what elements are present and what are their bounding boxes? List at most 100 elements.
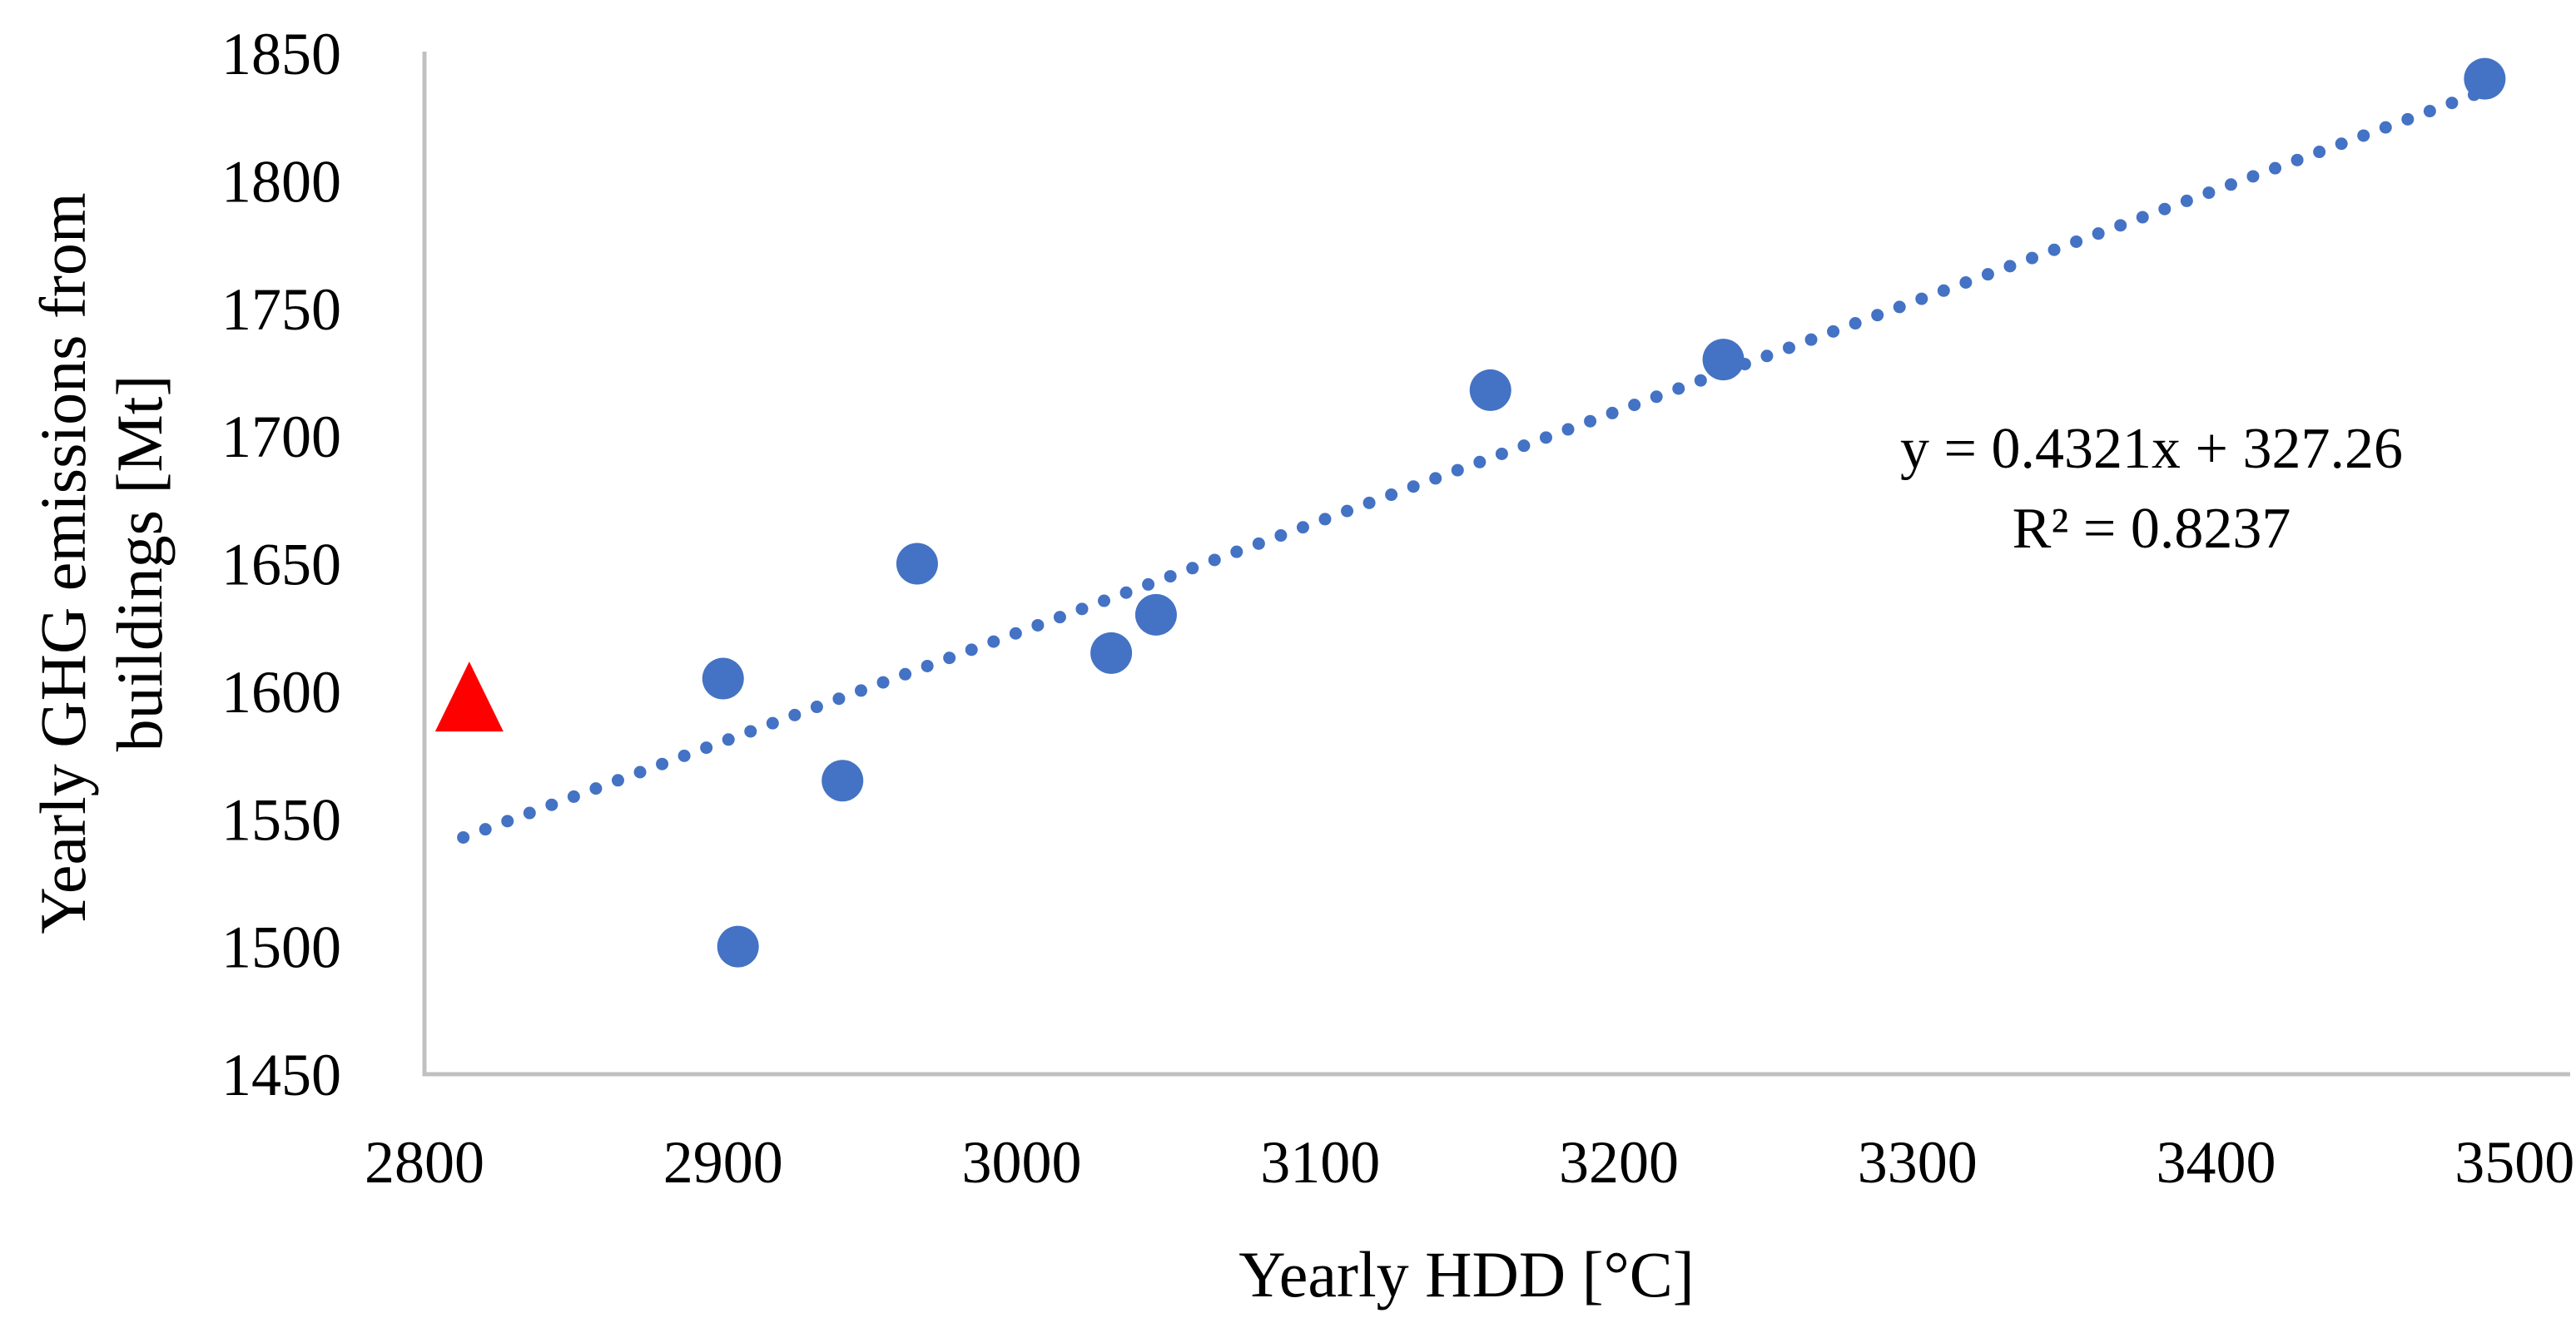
x-tick-label: 3100 (1260, 1129, 1380, 1196)
trendline-dot (2026, 251, 2039, 265)
trendline-dot (2114, 219, 2127, 232)
x-tick-label: 3000 (962, 1129, 1082, 1196)
trendline-dot (1473, 455, 1487, 468)
trendline-dot (2180, 194, 2193, 207)
trendline-dot (1672, 382, 1685, 395)
trendline-dot (1385, 488, 1398, 502)
y-axis-title-line-1: Yearly GHG emissions from (27, 192, 99, 934)
trendline-dot (722, 733, 735, 746)
x-tick-label: 2900 (663, 1129, 783, 1196)
trendline-dot (2070, 235, 2083, 248)
trendline-dot (1075, 602, 1089, 616)
trendline-dot (2379, 121, 2392, 134)
data-point (717, 925, 759, 968)
trendline-dot (1098, 594, 1111, 607)
trendline-dot (854, 684, 867, 697)
trendline-dot (1009, 627, 1022, 640)
trendline-dot (744, 725, 757, 738)
trendline-dot (1584, 414, 1597, 428)
trendline-dot (611, 774, 624, 787)
y-tick-label: 1500 (221, 914, 341, 981)
trendline-dot (700, 741, 713, 755)
x-tick-label: 2800 (365, 1129, 484, 1196)
trendline-dot (1606, 406, 1619, 419)
trendline-dot (810, 701, 823, 714)
trendline-dot (567, 790, 580, 803)
data-point (821, 760, 864, 802)
trendline-dot (1650, 390, 1663, 404)
trendline-dot (1893, 300, 1906, 314)
trendline-dot (479, 823, 492, 836)
y-tick-label: 1800 (221, 148, 341, 215)
y-tick-label: 1600 (221, 659, 341, 726)
trendline-dot (921, 659, 934, 672)
trendline-dot (1031, 618, 1045, 632)
x-tick-label: 3400 (2157, 1129, 2276, 1196)
y-tick-label: 1700 (221, 404, 341, 470)
trendline-dot (656, 757, 669, 771)
trendline-dot (545, 798, 558, 811)
y-axis-title: Yearly GHG emissions from buildings [Mt] (25, 192, 178, 934)
trendline-dot (2092, 227, 2105, 240)
trendline-dot (1186, 562, 1199, 575)
trendline-dot (1827, 325, 1840, 338)
y-axis-title-line-2: buildings [Mt] (103, 374, 176, 752)
trendline-r-squared-label: R² = 0.8237 (2012, 497, 2291, 561)
trendline-dot (1517, 439, 1531, 453)
trendline-dot (1252, 537, 1265, 550)
trendline-dot (1429, 472, 1442, 485)
trendline-dot (1539, 431, 1552, 444)
trendline-dot (987, 635, 1000, 648)
trendline-dot (1495, 447, 1508, 460)
trendline-dot (2202, 186, 2216, 200)
axes-group (422, 52, 2570, 1077)
trendline-dot (2246, 170, 2260, 183)
y-tick-label: 1650 (221, 532, 341, 598)
trendline-dot (1628, 399, 1641, 412)
trendline-dot (1318, 513, 1332, 526)
trendline-dot (1804, 333, 1818, 346)
trendline-dot (1871, 309, 1884, 322)
trendline-dot (501, 815, 514, 828)
y-axis-tick-labels: 1450 1500 1550 1600 1650 1700 1750 1800 1850 (221, 21, 341, 1108)
trendline-dot (1164, 570, 1177, 583)
trendline-dot (457, 830, 470, 844)
x-axis-tick-labels: 2800 2900 3000 3100 3200 3300 3400 3500 (365, 1129, 2574, 1196)
trendline-dot (766, 716, 779, 730)
trendline-dot (1937, 284, 1950, 297)
trendline-equation-label: y = 0.4321x + 327.26 (1900, 417, 2403, 481)
data-point (1702, 339, 1745, 381)
trendline-dot (1407, 480, 1420, 493)
trendline-dot (2136, 211, 2149, 224)
trendline-dot (1296, 521, 1309, 534)
trendline-dot (965, 643, 978, 657)
trendline-dot (1561, 423, 1575, 436)
data-point (1090, 632, 1133, 674)
y-tick-label: 1850 (221, 21, 341, 87)
trendline-dot (1053, 611, 1066, 624)
trendline-dot (1782, 341, 1795, 354)
data-point (1469, 369, 1511, 411)
trendline-dot (1915, 292, 1928, 305)
trendline-dot (1451, 463, 1464, 477)
trendline-dot (832, 692, 846, 706)
trendline-dot (2445, 97, 2459, 110)
trendline-dot (1208, 553, 1221, 567)
trendline-dot (2269, 161, 2282, 175)
trendline-dot (1760, 349, 1774, 363)
data-point (2464, 57, 2506, 100)
trendline-dot (2357, 129, 2370, 142)
trendline-dot (2047, 243, 2061, 256)
y-tick-label: 1750 (221, 276, 341, 343)
trendline-dot (589, 782, 603, 795)
trendline-dot (899, 667, 912, 681)
trendline-dot (1362, 496, 1376, 509)
trendline-dot (2423, 105, 2436, 118)
trendline-dot (943, 652, 956, 665)
x-tick-label: 3500 (2454, 1129, 2574, 1196)
trendline-dot (1142, 577, 1155, 591)
y-tick-label: 1450 (221, 1042, 341, 1108)
data-point (702, 657, 744, 700)
trendline-dot (2291, 153, 2304, 166)
